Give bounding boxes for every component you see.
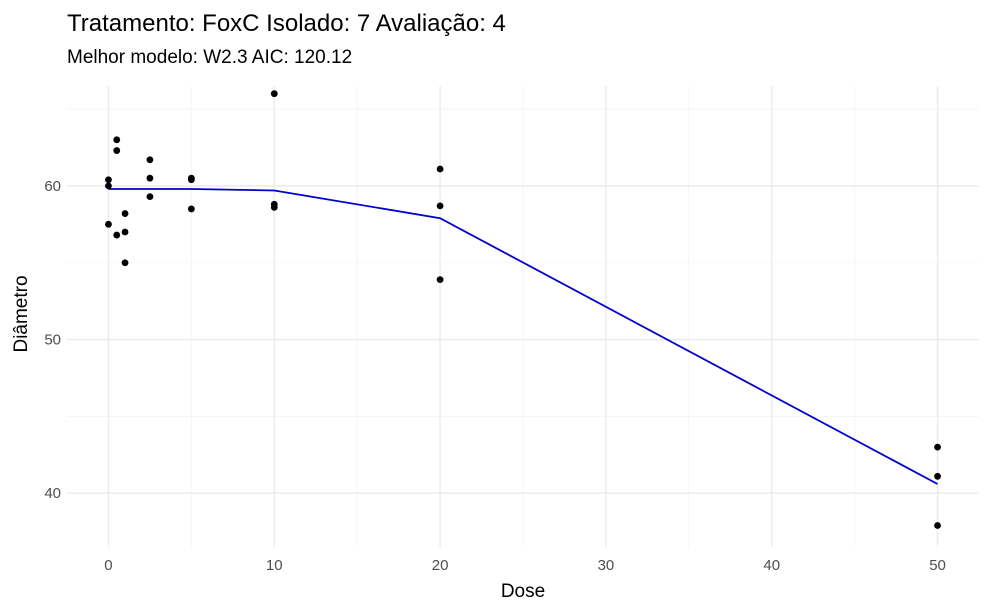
x-tick-label: 0 [104,557,112,574]
data-point [187,205,195,213]
data-point [146,156,154,164]
x-tick-label: 50 [929,557,946,574]
data-point [436,165,444,173]
data-point [105,220,112,228]
chart-title: Tratamento: FoxC Isolado: 7 Avaliação: 4 [67,10,506,37]
data-point [270,90,278,98]
data-point [146,193,154,201]
scatter-points [105,90,941,529]
data-point [146,174,154,182]
y-axis-title: Diâmetro [11,275,32,352]
x-axis-title: Dose [501,581,545,602]
tick-labels: 0 10 20 30 40 50 40 50 60 [44,178,946,574]
data-point [105,182,112,190]
x-tick-label: 20 [432,557,449,574]
x-tick-label: 30 [598,557,615,574]
data-point [113,147,121,154]
x-tick-label: 40 [763,557,780,574]
y-tick-label: 40 [44,485,61,502]
grid [67,86,979,547]
data-point [934,443,941,451]
data-point [105,176,112,184]
data-point [934,472,941,480]
fit-line-layer [108,188,938,485]
data-point [187,176,195,184]
data-point [436,202,444,210]
data-point [934,522,941,529]
x-tick-label: 10 [266,557,283,574]
data-point [121,228,129,236]
data-point [113,136,121,144]
data-point [270,203,278,211]
data-point [121,210,129,217]
data-point [121,259,129,267]
y-tick-label: 60 [44,178,61,195]
chart-subtitle: Melhor modelo: W2.3 AIC: 120.12 [67,47,352,68]
data-point [436,276,444,284]
data-point [113,231,121,239]
fit-line [108,188,938,485]
y-tick-label: 50 [44,332,61,349]
